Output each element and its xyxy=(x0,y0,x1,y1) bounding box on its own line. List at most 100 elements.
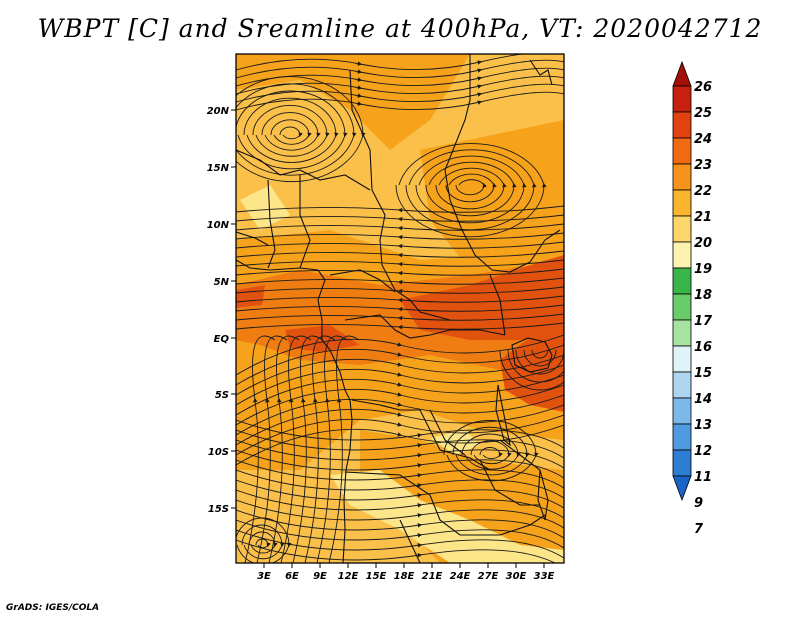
streamline xyxy=(443,420,539,482)
streamline xyxy=(236,90,348,170)
colorbar-label: 17 xyxy=(694,314,713,329)
colorbar-swatch xyxy=(672,319,692,347)
colorbar-swatch xyxy=(672,345,692,373)
streamline xyxy=(236,259,564,267)
border xyxy=(299,175,311,269)
streamline xyxy=(236,419,564,449)
coastline-lake-victoria xyxy=(511,337,553,373)
streamline xyxy=(236,322,564,330)
colorbar-swatch xyxy=(672,241,692,269)
streamline xyxy=(236,268,564,276)
streamline xyxy=(236,241,564,249)
colorbar-label: 23 xyxy=(694,158,712,173)
lon-label: 3E xyxy=(257,571,271,582)
streamline xyxy=(236,277,564,285)
lon-label: 9E xyxy=(313,571,327,582)
lon-label: 6E xyxy=(285,571,299,582)
lat-label: 15N xyxy=(207,163,230,174)
lon-label: 15E xyxy=(366,571,387,582)
country-borders xyxy=(236,54,561,563)
streamline xyxy=(243,97,339,163)
streamline xyxy=(236,469,564,499)
wbpt-fill-23-24 xyxy=(400,255,564,340)
border xyxy=(236,149,371,191)
streamline xyxy=(236,394,564,436)
streamline xyxy=(236,344,564,386)
streamline xyxy=(236,439,564,469)
streamline xyxy=(236,539,556,563)
lon-label: 27E xyxy=(478,571,499,582)
colorbar-label: 15 xyxy=(694,366,712,381)
colorbar-label: 12 xyxy=(694,444,712,459)
lon-label: 33E xyxy=(534,571,555,582)
colorbar-label: 19 xyxy=(694,262,712,277)
lat-label: 10S xyxy=(208,447,229,458)
streamline xyxy=(236,304,564,312)
colorbar-label: 25 xyxy=(694,106,712,121)
streamline xyxy=(236,313,564,321)
lake-tanganyika xyxy=(495,384,511,447)
colorbar-swatch xyxy=(672,137,692,165)
streamline xyxy=(415,155,527,224)
border xyxy=(344,471,546,536)
colorbar: 26 25 24 23 22 21 20 19 18 17 16 15 14 13 12 11 9 7 xyxy=(672,60,713,537)
streamlines xyxy=(236,54,564,563)
streamline xyxy=(261,112,321,151)
streamline xyxy=(236,91,564,111)
streamline xyxy=(236,404,564,446)
colorbar-swatch xyxy=(672,293,692,321)
streamline xyxy=(241,524,285,560)
map-frame xyxy=(235,53,565,564)
lon-label: 24E xyxy=(450,571,471,582)
colorbar-swatch xyxy=(672,449,692,477)
streamline xyxy=(507,349,564,383)
streamline xyxy=(236,479,564,509)
lat-label: 10N xyxy=(207,220,230,231)
border xyxy=(479,459,540,506)
colorbar-label: 18 xyxy=(694,288,712,303)
lon-label: 12E xyxy=(338,571,359,582)
streamline xyxy=(255,538,271,549)
colorbar-label: 16 xyxy=(694,340,712,355)
colorbar-label: 9 xyxy=(694,496,703,511)
border xyxy=(344,314,506,339)
streamline xyxy=(268,335,300,563)
streamline xyxy=(236,223,564,231)
streamline xyxy=(280,335,312,563)
border xyxy=(329,269,396,293)
streamline xyxy=(236,214,564,222)
streamline xyxy=(236,205,564,213)
streamline xyxy=(236,374,564,416)
streamline xyxy=(270,119,312,145)
streamline xyxy=(304,335,336,563)
lon-label: 30E xyxy=(506,571,527,582)
lake-malawi xyxy=(537,469,549,521)
map-axes: 3E 6E 9E 12E 15E 18E 21E 24E 27E 30E 33E 20N 15N 10N 5… xyxy=(207,106,555,582)
colorbar-swatch xyxy=(672,423,692,451)
streamline xyxy=(236,295,564,303)
streamline xyxy=(236,384,564,426)
wbpt-fill-19-20 xyxy=(240,185,290,230)
streamline xyxy=(236,76,366,183)
streamline xyxy=(479,447,503,459)
streamline xyxy=(236,250,564,258)
wbpt-fill-19-20 xyxy=(330,470,564,563)
colorbar-label: 11 xyxy=(694,470,712,485)
colorbar-label: 7 xyxy=(694,522,704,537)
colorbar-swatch xyxy=(672,371,692,399)
streamline xyxy=(236,354,564,396)
colorbar-label: 13 xyxy=(694,418,712,433)
lat-label: 15S xyxy=(208,504,229,515)
border xyxy=(444,54,561,273)
grads-credit: GrADS: IGES/COLA xyxy=(6,603,100,613)
streamline xyxy=(445,173,497,203)
streamline xyxy=(236,286,564,294)
colorbar-label: 21 xyxy=(694,210,712,225)
streamline xyxy=(515,349,564,375)
streamline xyxy=(236,83,357,176)
colorbar-label: 22 xyxy=(694,184,712,199)
lon-label: 18E xyxy=(394,571,415,582)
colorbar-label: 14 xyxy=(694,392,712,407)
streamline xyxy=(499,349,564,391)
streamline xyxy=(236,232,564,240)
